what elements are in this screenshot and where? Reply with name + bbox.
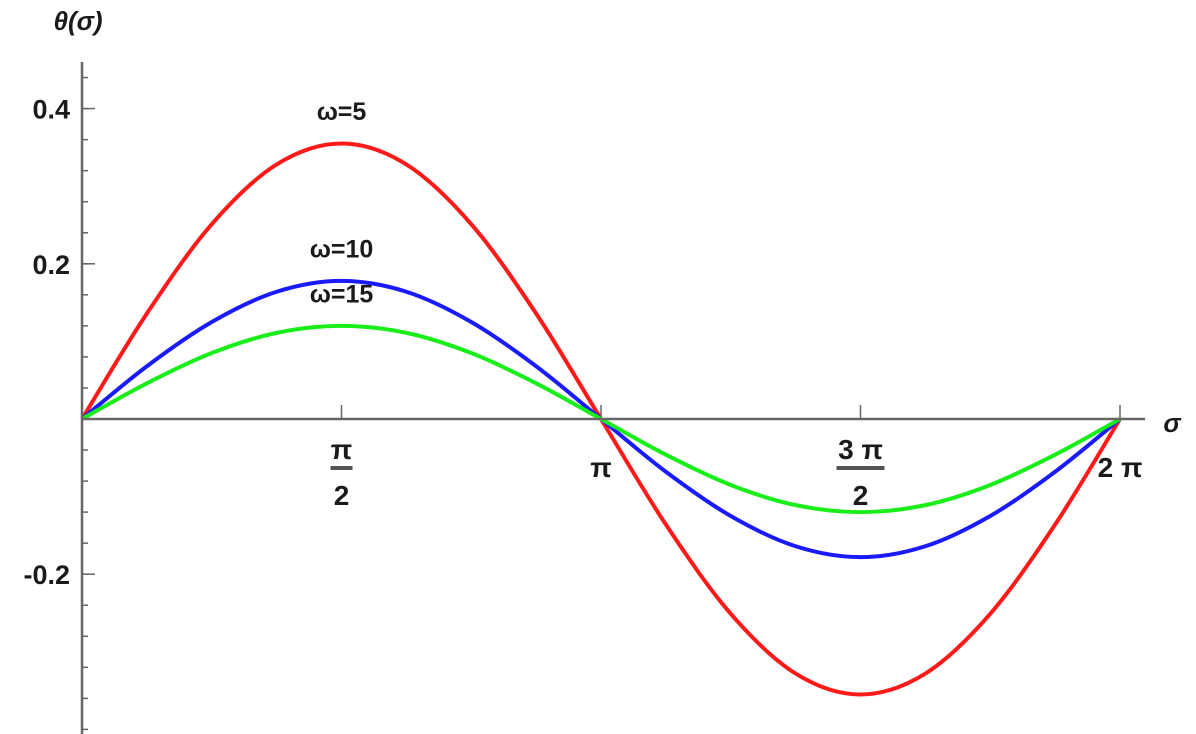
x-tick-label: π [590, 452, 611, 483]
y-tick-label: 0.2 [32, 250, 70, 280]
annotations: ω=5 ω=10 ω=15 [310, 98, 374, 308]
tick-marks [82, 107, 1121, 575]
y-axis-title: θ(σ) [53, 6, 102, 36]
x-tick-label-denominator: 2 [334, 480, 350, 511]
x-tick-label: 2 π [1098, 452, 1143, 483]
curve-label-3: ω=15 [310, 281, 374, 309]
curve-label-2: ω=10 [310, 236, 374, 264]
tick-labels: 0.4 0.2 -0.2 π 2 π 3 π 2 2 π [23, 95, 1142, 591]
x-axis-title: σ [1163, 408, 1182, 438]
x-tick-label-numerator: 3 π [838, 434, 883, 465]
curve-label-1: ω=5 [317, 98, 367, 126]
x-tick-label-denominator: 2 [853, 480, 869, 511]
y-tick-label: 0.4 [32, 95, 70, 125]
x-tick-label-numerator: π [331, 434, 352, 465]
y-tick-label: -0.2 [23, 560, 70, 590]
